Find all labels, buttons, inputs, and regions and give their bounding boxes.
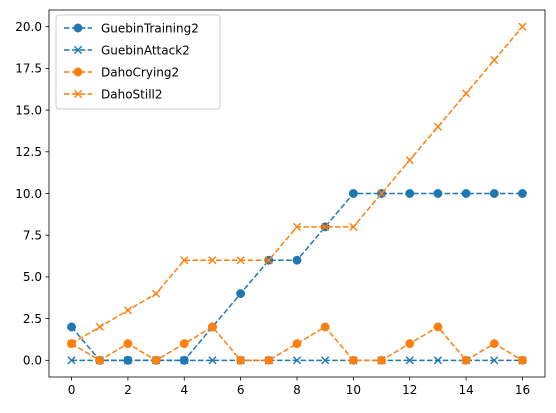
series-layer bbox=[67, 22, 527, 365]
series-DahoStill2 bbox=[67, 22, 527, 348]
y-tick-label: 10.0 bbox=[15, 187, 42, 201]
data-point bbox=[179, 339, 189, 349]
data-point bbox=[320, 322, 330, 332]
data-point bbox=[433, 122, 443, 131]
data-point bbox=[236, 289, 246, 299]
legend-marker bbox=[73, 23, 83, 33]
y-tick-label: 15.0 bbox=[15, 103, 42, 117]
data-point bbox=[321, 356, 330, 365]
data-point bbox=[95, 322, 104, 332]
data-point bbox=[151, 289, 161, 298]
legend-marker bbox=[73, 67, 83, 77]
data-point bbox=[67, 356, 76, 365]
legend-label: DahoCrying2 bbox=[101, 65, 179, 79]
data-point bbox=[490, 356, 499, 365]
legend-marker bbox=[73, 45, 83, 55]
y-tick-label: 17.5 bbox=[15, 62, 42, 76]
legend-marker bbox=[73, 89, 83, 99]
legend-item: GuebinTraining2 bbox=[64, 21, 199, 35]
data-point bbox=[433, 322, 443, 332]
data-point bbox=[67, 322, 76, 332]
x-tick-label: 2 bbox=[124, 383, 132, 397]
data-point bbox=[264, 256, 273, 265]
data-point bbox=[180, 356, 189, 365]
data-point bbox=[292, 222, 302, 231]
data-point bbox=[95, 355, 105, 365]
data-point bbox=[292, 339, 302, 349]
data-point bbox=[151, 355, 161, 365]
data-point bbox=[433, 356, 443, 365]
data-point bbox=[348, 355, 358, 365]
legend-label: DahoStill2 bbox=[101, 87, 163, 101]
data-point bbox=[518, 22, 527, 31]
data-point bbox=[208, 322, 217, 332]
data-point bbox=[489, 189, 499, 198]
data-point bbox=[405, 356, 414, 365]
series-line bbox=[71, 325, 523, 362]
data-point bbox=[461, 89, 471, 98]
data-point bbox=[236, 256, 245, 265]
data-point bbox=[236, 355, 246, 365]
data-point bbox=[123, 356, 133, 365]
data-point bbox=[264, 355, 274, 365]
x-tick-label: 4 bbox=[180, 383, 188, 397]
data-point bbox=[377, 189, 386, 198]
legend-item: DahoStill2 bbox=[64, 87, 163, 101]
data-point bbox=[518, 189, 527, 198]
data-point bbox=[180, 256, 189, 265]
data-point bbox=[461, 189, 471, 198]
y-tick-label: 7.5 bbox=[23, 229, 42, 243]
legend-box bbox=[55, 14, 221, 110]
y-tick-label: 20.0 bbox=[15, 20, 42, 34]
legend-label: GuebinAttack2 bbox=[101, 43, 190, 57]
data-point bbox=[123, 339, 133, 349]
data-point bbox=[321, 222, 330, 231]
data-point bbox=[433, 189, 443, 198]
y-tick-label: 2.5 bbox=[23, 312, 42, 326]
data-point bbox=[377, 355, 386, 365]
data-point bbox=[123, 306, 133, 315]
data-point bbox=[490, 55, 499, 65]
legend-item: DahoCrying2 bbox=[64, 65, 179, 79]
data-point bbox=[67, 339, 76, 348]
series-DahoCrying2 bbox=[67, 322, 527, 365]
data-point bbox=[489, 339, 499, 349]
x-tick-label: 6 bbox=[237, 383, 245, 397]
data-point bbox=[208, 256, 217, 265]
legend: GuebinTraining2 GuebinAttack2 DahoCrying2 D… bbox=[55, 14, 221, 110]
legend-item: GuebinAttack2 bbox=[64, 43, 190, 57]
data-point bbox=[405, 156, 414, 165]
data-point bbox=[292, 356, 302, 365]
x-tick-label: 10 bbox=[346, 383, 361, 397]
y-tick-label: 0.0 bbox=[23, 354, 42, 368]
data-point bbox=[405, 339, 415, 349]
x-tick-label: 14 bbox=[458, 383, 473, 397]
x-tick-label: 8 bbox=[293, 383, 301, 397]
x-tick-label: 12 bbox=[402, 383, 417, 397]
x-tick-label: 16 bbox=[515, 383, 530, 397]
x-axis: 0 2 4 6 8 10 12 14 16 bbox=[68, 377, 530, 397]
y-tick-label: 12.5 bbox=[15, 145, 42, 159]
data-point bbox=[208, 356, 217, 365]
data-point bbox=[461, 355, 471, 365]
y-axis: 0.0 2.5 5.0 7.5 10.0 12.5 15.0 17.5 20.0 bbox=[15, 20, 49, 368]
y-tick-label: 5.0 bbox=[23, 270, 42, 284]
data-point bbox=[405, 189, 415, 198]
data-point bbox=[348, 189, 358, 198]
x-tick-label: 0 bbox=[68, 383, 76, 397]
data-point bbox=[518, 355, 527, 365]
legend-label: GuebinTraining2 bbox=[101, 21, 199, 35]
data-point bbox=[349, 222, 358, 231]
data-point bbox=[292, 255, 302, 265]
